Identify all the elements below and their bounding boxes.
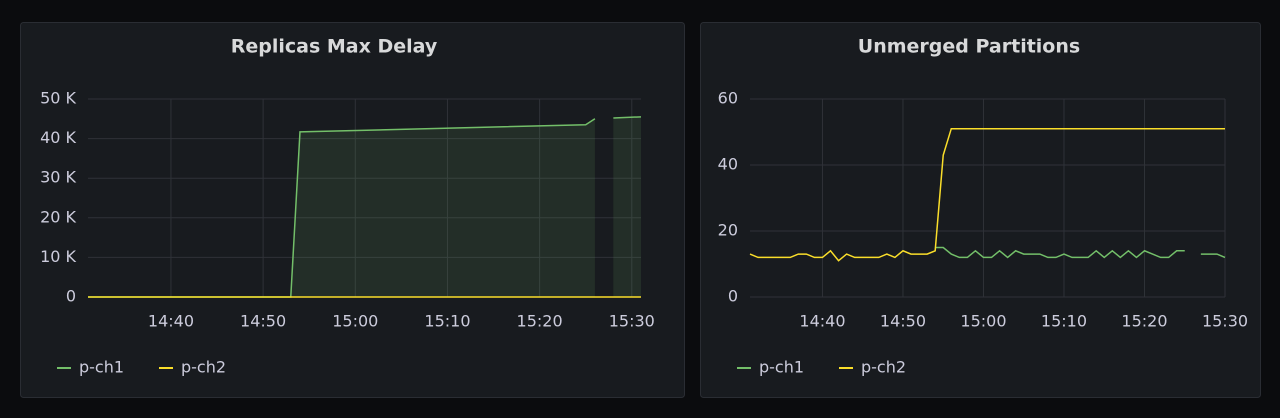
- panel: [20, 22, 685, 398]
- legend-label: p-ch1: [79, 358, 124, 377]
- legend-label: p-ch2: [181, 358, 226, 377]
- x-tick-label: 14:40: [799, 312, 845, 331]
- x-tick-label: 15:20: [517, 312, 563, 331]
- series-line: [935, 246, 1226, 259]
- x-tick-label: 15:00: [332, 312, 378, 331]
- area: [613, 116, 641, 297]
- y-tick-label: 0: [728, 287, 738, 306]
- panel-title: Unmerged Partitions: [858, 36, 1080, 58]
- x-tick-label: 15:10: [424, 312, 470, 331]
- y-tick-label: 40 K: [40, 128, 76, 147]
- y-tick-label: 20 K: [40, 207, 76, 226]
- series-line: [749, 127, 1225, 262]
- y-tick-label: 20: [718, 221, 738, 240]
- x-tick-label: 15:20: [1121, 312, 1167, 331]
- y-tick-label: 30 K: [40, 168, 76, 187]
- x-tick-label: 15:30: [609, 312, 655, 331]
- panel: [700, 22, 1261, 398]
- y-tick-label: 50 K: [40, 89, 76, 108]
- y-tick-label: 40: [718, 155, 738, 174]
- y-tick-label: 60: [718, 89, 738, 108]
- y-tick-label: 10 K: [40, 247, 76, 266]
- x-tick-label: 14:40: [148, 312, 194, 331]
- x-tick-label: 14:50: [880, 312, 926, 331]
- y-tick-label: 0: [66, 287, 76, 306]
- legend-label: p-ch2: [861, 358, 906, 377]
- area: [88, 118, 595, 297]
- x-tick-label: 15:00: [960, 312, 1006, 331]
- x-tick-label: 15:10: [1041, 312, 1087, 331]
- x-tick-label: 14:50: [240, 312, 286, 331]
- x-tick-label: 15:30: [1202, 312, 1248, 331]
- panel-title: Replicas Max Delay: [231, 36, 438, 58]
- legend-label: p-ch1: [759, 358, 804, 377]
